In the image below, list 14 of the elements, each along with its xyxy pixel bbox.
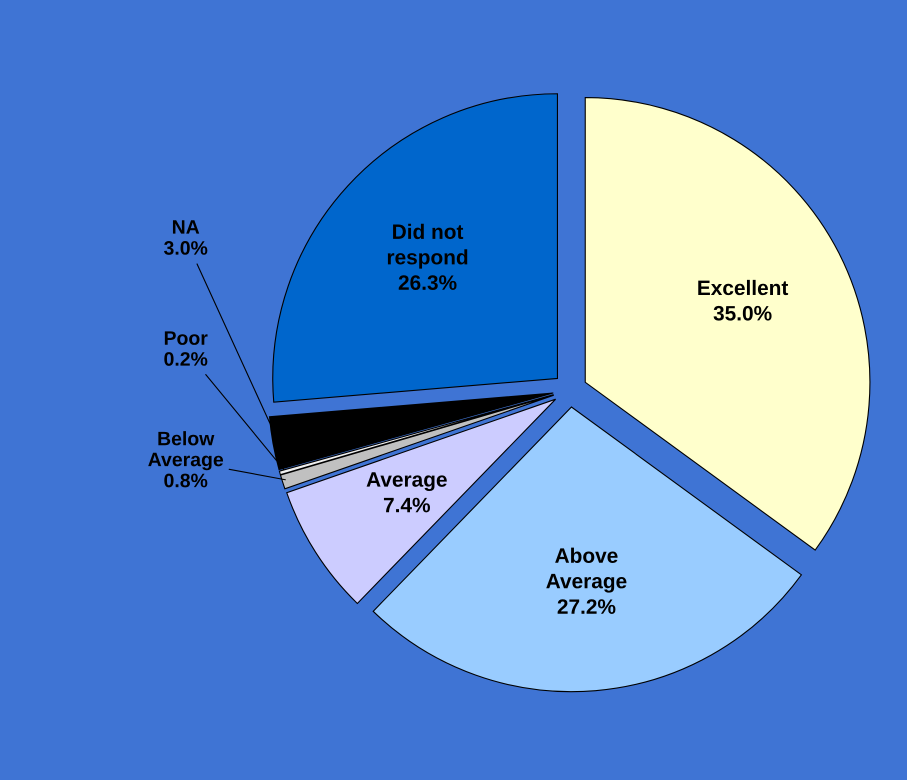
slice-label: Below Average [148,431,224,470]
data-label: 7.4% [384,498,430,512]
data-label: 0.8% [164,474,208,488]
data-label: 35.0% [714,306,772,321]
slice-label: Above Average [546,548,626,593]
data-label: 0.2% [164,352,208,366]
slice-label: Did not respond [388,224,468,269]
slice-label: NA [172,220,200,234]
slice-label: Poor [164,331,208,345]
slice-label: Excellent [698,280,788,296]
data-label: 3.0% [164,241,208,255]
slice-label: Average [366,472,447,492]
data-label: 27.2% [558,599,616,614]
data-label: 26.3% [398,275,457,290]
